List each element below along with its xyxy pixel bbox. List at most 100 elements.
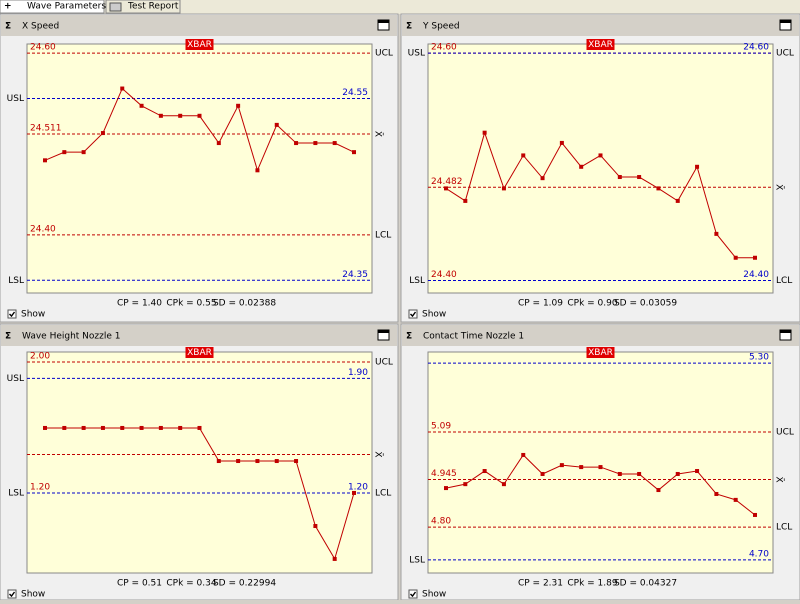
limit-tag: LCL [375, 488, 391, 498]
point [352, 490, 356, 495]
limit-label: 24.482 [431, 177, 463, 187]
point [100, 425, 105, 430]
limit-label: 4.945 [431, 469, 457, 479]
point [656, 488, 661, 493]
plot-area [427, 351, 774, 574]
show-checkbox[interactable] [7, 309, 17, 319]
point [294, 459, 299, 464]
point [501, 482, 506, 487]
badge [185, 39, 214, 50]
stat: SD = 0.03059 [614, 299, 677, 309]
point [274, 459, 279, 464]
show-label: Show [21, 590, 45, 600]
sigma-icon: Σ [5, 22, 11, 32]
point [637, 175, 642, 180]
show-checkbox[interactable] [408, 309, 418, 319]
point [313, 141, 318, 146]
point [753, 512, 757, 517]
maximize-bar [780, 330, 791, 333]
tab-label: Wave Parameters [27, 2, 106, 12]
badge-label: XBAR [187, 40, 212, 50]
point [501, 186, 506, 191]
point [695, 164, 700, 169]
limit-tag: X̄ [774, 476, 786, 482]
limit-label: 5.30 [749, 353, 769, 363]
point [733, 255, 738, 260]
limit-label: 24.40 [743, 270, 769, 280]
limit-label: 24.35 [342, 270, 368, 280]
panel-title: Contact Time Nozzle 1 [423, 332, 524, 342]
limit-label: 24.60 [30, 43, 56, 53]
limit-tag: UCL [375, 49, 393, 59]
maximize-bar [780, 20, 791, 23]
sigma-icon: Σ [5, 332, 11, 342]
point [178, 425, 183, 430]
limit-tag: LCL [776, 523, 792, 533]
point [100, 131, 105, 136]
tab-label: Test Report [127, 2, 179, 12]
point [158, 113, 163, 118]
check-mark [9, 591, 16, 598]
check-mark [410, 591, 417, 598]
limit-tag: X̄ [373, 131, 385, 137]
point [598, 465, 603, 470]
limit-label: 24.40 [431, 270, 457, 280]
printer-icon [109, 2, 122, 12]
point [579, 164, 584, 169]
point [521, 153, 526, 158]
stat: CP = 1.40 [117, 299, 162, 309]
point [617, 471, 622, 476]
show-label: Show [422, 590, 446, 600]
badge-label: XBAR [187, 348, 212, 358]
limit-label: 4.70 [749, 549, 769, 559]
limit-tag: USL [7, 94, 24, 104]
limit-label: 24.60 [431, 43, 457, 53]
point [714, 491, 719, 496]
point [120, 425, 125, 430]
point [236, 459, 241, 464]
show-checkbox[interactable] [408, 589, 418, 599]
stat: CPk = 1.89 [567, 579, 617, 589]
point [216, 459, 221, 464]
badge [185, 347, 214, 358]
point [236, 103, 241, 108]
plot-area [427, 43, 774, 294]
limit-tag: USL [7, 374, 24, 384]
point [444, 486, 448, 491]
show-checkbox[interactable] [7, 589, 17, 599]
badge [586, 347, 615, 358]
point [255, 168, 260, 173]
panel-title: Wave Height Nozzle 1 [22, 332, 121, 342]
point [43, 158, 47, 163]
point [332, 556, 337, 561]
point [463, 198, 468, 203]
point [313, 524, 318, 529]
panel-header [1, 15, 397, 36]
panel-header [402, 15, 799, 36]
point [158, 425, 163, 430]
point [559, 463, 564, 468]
point [482, 130, 487, 135]
point [139, 103, 144, 108]
stat: CP = 2.31 [518, 579, 563, 589]
limit-tag: LSL [8, 488, 24, 498]
point [675, 471, 680, 476]
tab[interactable] [0, 0, 105, 14]
check-mark [9, 311, 16, 318]
tab-strip [0, 0, 800, 14]
point [637, 471, 642, 476]
tab[interactable] [105, 0, 181, 14]
point [178, 113, 183, 118]
point [352, 150, 356, 155]
point [197, 425, 202, 430]
show-label: Show [21, 310, 45, 320]
point [540, 471, 545, 476]
stat: CPk = 0.34 [166, 579, 216, 589]
point [139, 425, 144, 430]
limit-tag: LCL [375, 230, 391, 240]
panel-header [1, 325, 397, 346]
limit-label: 1.20 [30, 482, 50, 492]
stat: SD = 0.04327 [614, 579, 677, 589]
point [332, 141, 337, 146]
point [733, 497, 738, 502]
